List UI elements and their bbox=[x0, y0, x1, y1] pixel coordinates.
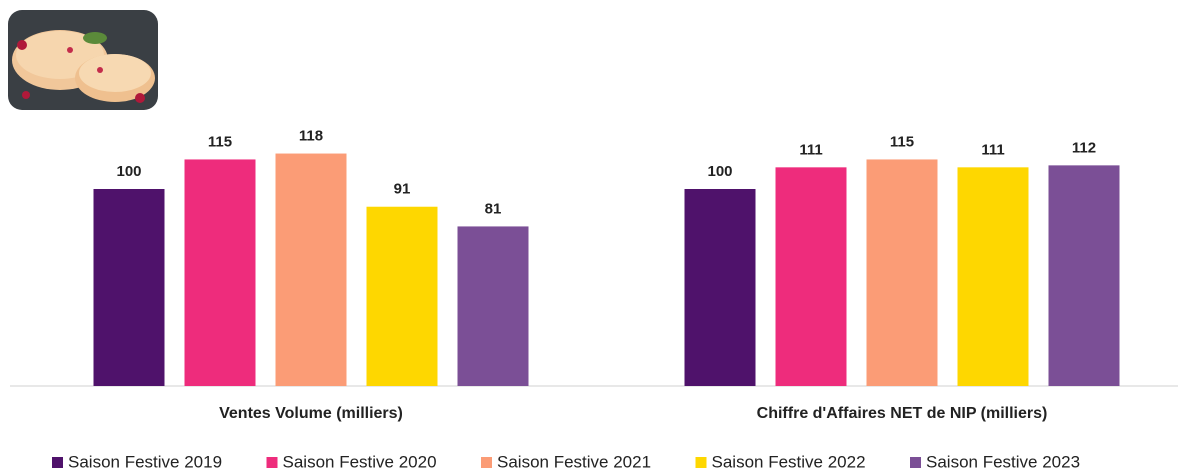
legend-swatch bbox=[481, 457, 492, 468]
value-label: 91 bbox=[394, 181, 411, 198]
bar bbox=[685, 189, 756, 386]
legend-swatch bbox=[52, 457, 63, 468]
legend-label: Saison Festive 2022 bbox=[712, 452, 866, 471]
value-label: 81 bbox=[485, 200, 502, 217]
value-label: 118 bbox=[299, 128, 323, 145]
bar bbox=[958, 167, 1029, 386]
legend-swatch bbox=[267, 457, 278, 468]
value-label: 115 bbox=[208, 133, 232, 150]
bar bbox=[276, 154, 347, 386]
legend-label: Saison Festive 2019 bbox=[68, 452, 222, 471]
value-label: 115 bbox=[890, 133, 914, 150]
value-label: 112 bbox=[1072, 139, 1096, 156]
chart: 100 115 118 91 81 Ventes Volume (milliers) 100… bbox=[0, 0, 1178, 471]
bar bbox=[185, 159, 256, 386]
value-label: 111 bbox=[799, 141, 822, 158]
product-photo bbox=[8, 10, 158, 110]
bar bbox=[1049, 165, 1120, 386]
legend-swatch bbox=[910, 457, 921, 468]
legend-label: Saison Festive 2020 bbox=[283, 452, 437, 471]
legend-swatch bbox=[696, 457, 707, 468]
bar bbox=[776, 167, 847, 386]
legend-label: Saison Festive 2021 bbox=[497, 452, 651, 471]
bar bbox=[867, 159, 938, 386]
value-label: 100 bbox=[707, 163, 732, 180]
legend-label: Saison Festive 2023 bbox=[926, 452, 1080, 471]
category-label: Ventes Volume (milliers) bbox=[219, 405, 403, 422]
bar bbox=[367, 207, 438, 386]
value-label: 111 bbox=[981, 141, 1004, 158]
bar bbox=[94, 189, 165, 386]
value-label: 100 bbox=[116, 163, 141, 180]
category-label: Chiffre d'Affaires NET de NIP (milliers) bbox=[757, 405, 1048, 422]
bar bbox=[458, 226, 529, 386]
